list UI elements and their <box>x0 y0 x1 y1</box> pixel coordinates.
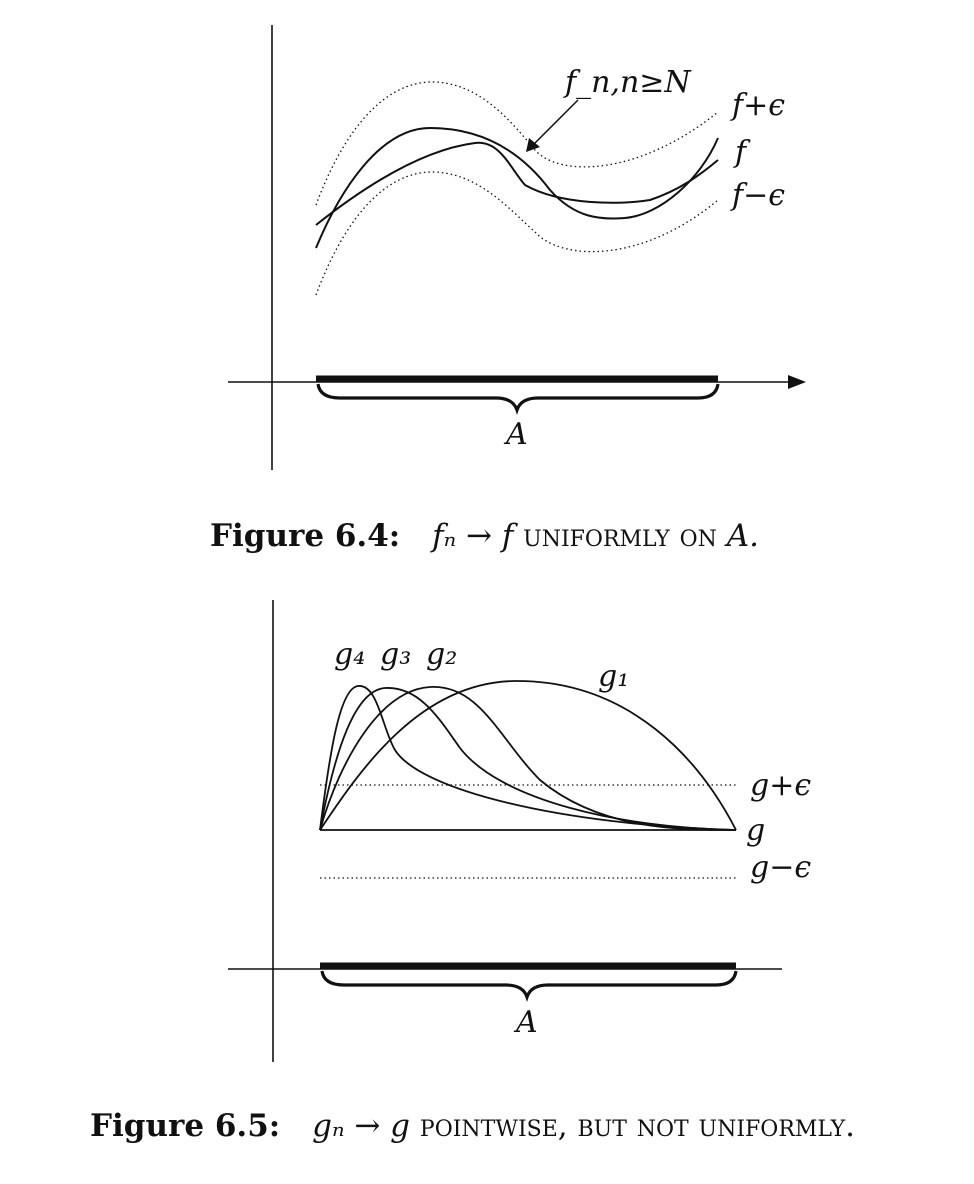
g3-label: g₃ <box>380 637 411 672</box>
g-label: g <box>746 813 765 848</box>
g3-curve <box>319 687 737 831</box>
caption-text: uniformly on <box>523 518 717 554</box>
fn-pointer-arrow <box>532 99 579 146</box>
x-axis-arrowhead <box>788 375 806 389</box>
f-label: f <box>733 135 751 170</box>
figure-6-5-caption: Figure 6.5: gₙ → g pointwise, but not un… <box>90 1108 855 1144</box>
caption-math: gₙ → g <box>312 1108 411 1144</box>
g1-curve <box>319 680 737 831</box>
g1-label: g₁ <box>598 659 629 694</box>
caption-math: fₙ → f <box>432 518 514 554</box>
g2-curve <box>319 686 737 831</box>
g4-curve <box>319 685 737 831</box>
caption-text: pointwise, but not uniformly. <box>419 1108 855 1144</box>
interval-A-brace <box>320 970 738 1003</box>
f-curve <box>315 141 719 226</box>
f-plus-epsilon-label: f+ϵ <box>730 88 785 123</box>
caption-number: Figure 6.5: <box>90 1108 281 1144</box>
fn-pointer-arrowhead <box>526 138 540 152</box>
g-plus-epsilon-label: g+ϵ <box>750 768 811 803</box>
fn-curve <box>315 126 719 249</box>
caption-tail: A. <box>726 518 760 554</box>
fn-label: f_n,n≥N <box>563 65 692 100</box>
caption-number: Figure 6.4: <box>210 518 401 554</box>
g4-label: g₄ <box>334 637 365 672</box>
f-plus-epsilon-curve <box>315 81 719 206</box>
f-minus-epsilon-curve <box>315 171 719 296</box>
f-minus-epsilon-label: f−ϵ <box>730 178 785 213</box>
figure-6-4-caption: Figure 6.4: fₙ → f uniformly on A. <box>210 518 759 554</box>
figure-uniform-convergence: A f_n,n≥N f+ϵ f f−ϵ <box>228 25 806 470</box>
interval-A-brace <box>316 383 720 416</box>
interval-A-label: A <box>503 417 528 452</box>
figure-pointwise-convergence: A g₄ g₃ g₂ g₁ g+ϵ g g−ϵ <box>228 600 811 1062</box>
interval-A-label: A <box>513 1005 538 1040</box>
g-minus-epsilon-label: g−ϵ <box>750 850 811 885</box>
g2-label: g₂ <box>426 637 457 672</box>
